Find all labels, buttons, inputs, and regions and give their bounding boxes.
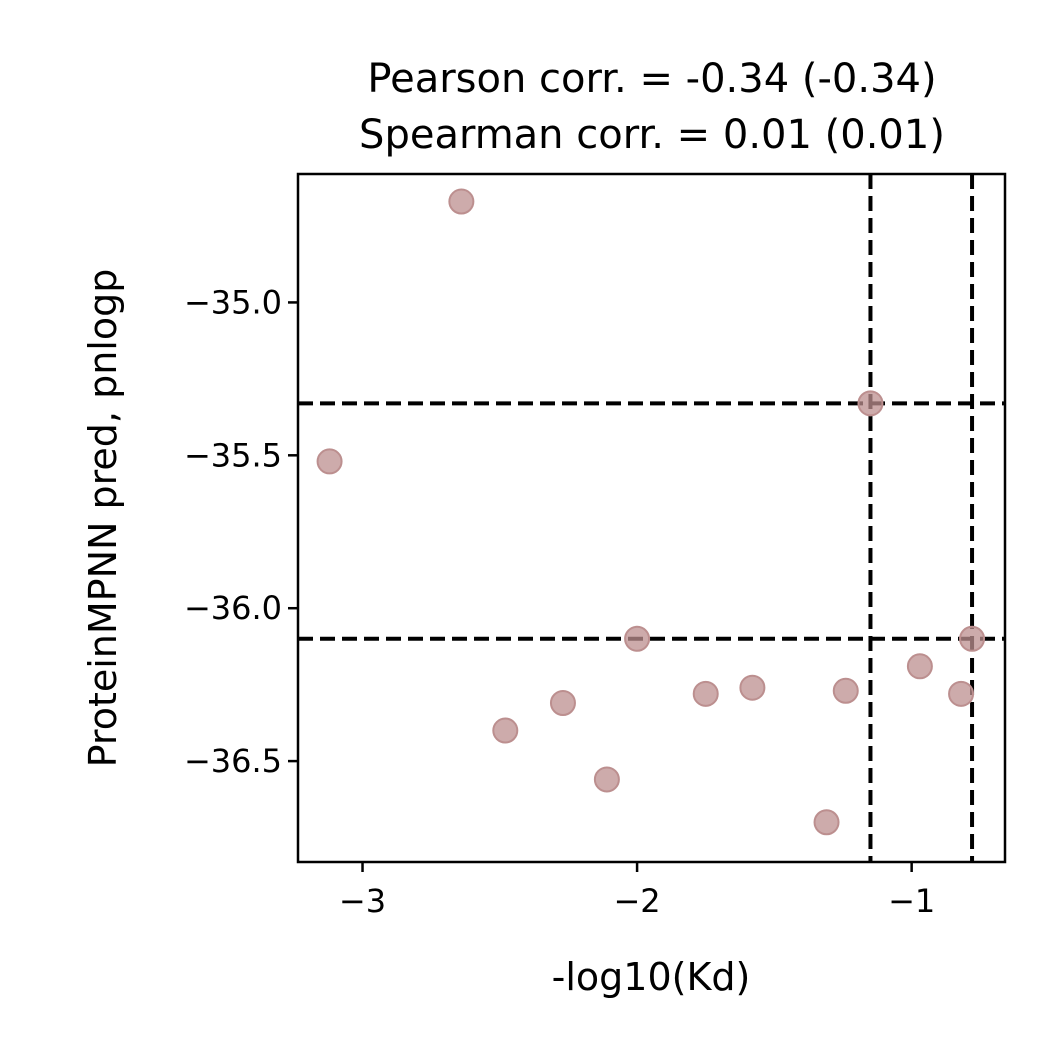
chart-title-line-1: Pearson corr. = -0.34 (-0.34) <box>367 56 936 102</box>
data-point-12 <box>492 717 519 744</box>
plot-frame <box>296 172 1007 864</box>
y-tick-label: −35.0 <box>184 283 282 321</box>
data-point-8 <box>832 677 859 704</box>
data-point-1 <box>448 188 475 215</box>
x-tick-label: −1 <box>888 882 935 920</box>
data-point-5 <box>959 625 986 652</box>
chart-title-line-2: Spearman corr. = 0.01 (0.01) <box>359 112 945 158</box>
data-point-2 <box>316 448 343 475</box>
data-point-4 <box>624 625 651 652</box>
y-axis-label: ProteinMPNN pred, pnlogp <box>81 269 125 768</box>
data-point-11 <box>549 689 576 716</box>
data-points <box>316 188 986 836</box>
x-axis-label: -log10(Kd) <box>552 955 751 999</box>
y-tick-label: −36.0 <box>184 589 282 627</box>
data-point-6 <box>906 653 933 680</box>
y-tick-label: −35.5 <box>184 436 282 474</box>
reference-lines <box>298 174 1005 862</box>
data-point-14 <box>813 809 840 836</box>
x-tick-label: −2 <box>613 882 660 920</box>
data-point-3 <box>857 390 884 417</box>
x-tick-label: −3 <box>339 882 386 920</box>
data-point-10 <box>692 680 719 707</box>
x-axis-ticks: −3 −2 −1 <box>339 862 935 920</box>
data-point-7 <box>948 680 975 707</box>
y-axis-ticks: −35.0 −35.5 −36.0 −36.5 <box>184 283 298 780</box>
data-point-9 <box>739 674 766 701</box>
y-tick-label: −36.5 <box>184 742 282 780</box>
data-point-13 <box>593 766 620 793</box>
